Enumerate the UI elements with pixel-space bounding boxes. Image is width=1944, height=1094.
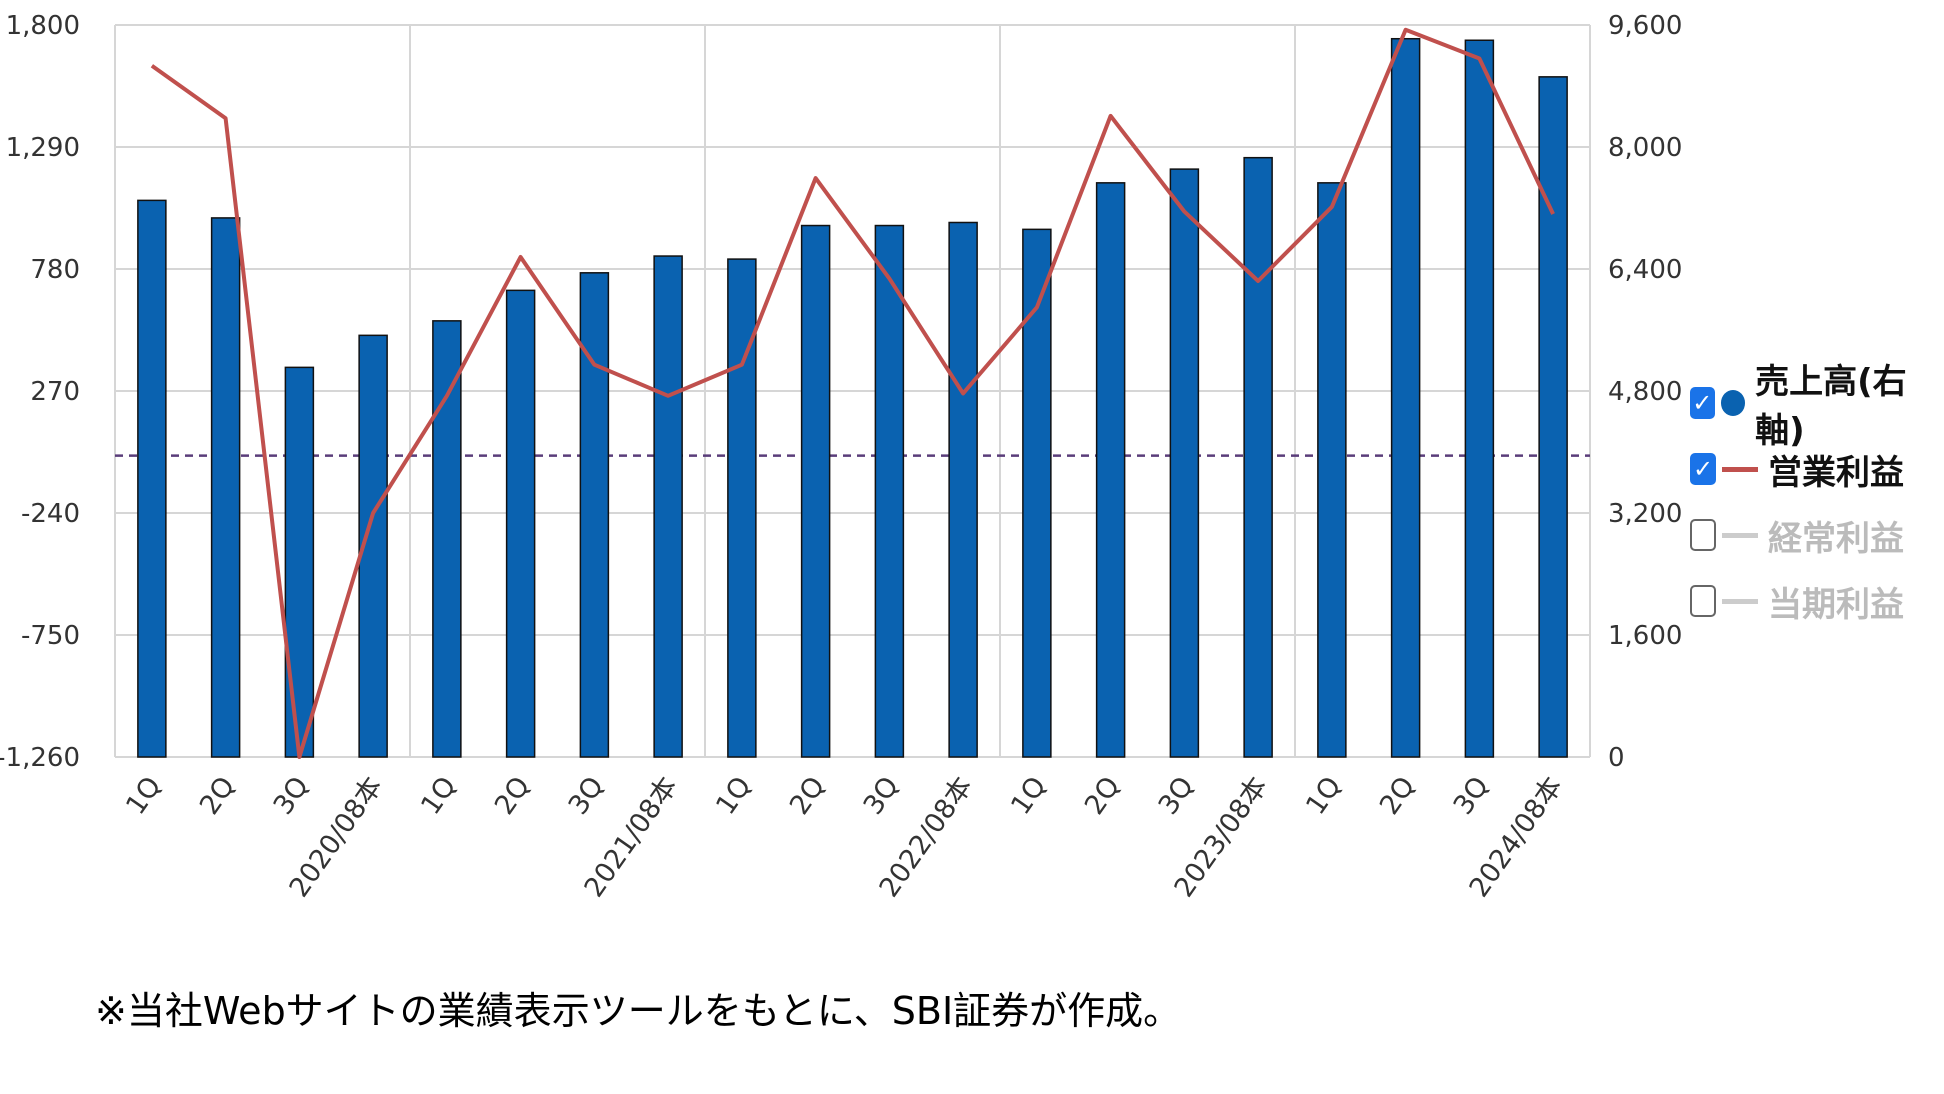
dot-marker-icon <box>1720 390 1746 416</box>
line-marker-icon <box>1722 466 1758 472</box>
legend-item-net-profit[interactable]: 当期利益 <box>1690 568 1944 634</box>
left-axis-ticks: 1,800 1,290 780 270 -240 -750 -1,260 <box>0 11 80 773</box>
x-tick-label: 3Q <box>1448 771 1495 820</box>
sales-checkbox[interactable] <box>1690 387 1715 419</box>
x-tick-label: 1Q <box>120 771 167 820</box>
right-tick-label: 9,600 <box>1608 11 1682 41</box>
bar <box>1095 182 1126 758</box>
line-group <box>150 27 1555 759</box>
legend-label-net-profit: 当期利益 <box>1768 584 1904 625</box>
bar <box>1390 37 1421 758</box>
x-tick-label: 3Q <box>858 771 905 820</box>
left-tick-label: 1,800 <box>6 11 80 41</box>
x-tick-label: 2Q <box>1079 771 1126 820</box>
right-tick-label: 3,200 <box>1608 499 1682 529</box>
legend-label-ordinary-profit: 経常利益 <box>1768 518 1904 559</box>
right-axis-ticks: 9,600 8,000 6,400 4,800 3,200 1,600 0 <box>1608 11 1682 773</box>
chart-svg: 1,800 1,290 780 270 -240 -750 -1,260 9,600 8,00… <box>0 11 1682 903</box>
ordinary-profit-checkbox[interactable] <box>1690 519 1716 551</box>
bar <box>874 224 905 758</box>
left-tick-label: -750 <box>21 621 80 651</box>
x-tick-label: 3Q <box>268 771 315 820</box>
x-tick-label: 2Q <box>489 771 536 820</box>
line-marker-icon <box>1722 598 1758 604</box>
x-tick-label: 3Q <box>563 771 610 820</box>
bar <box>800 224 831 758</box>
operating-profit-checkbox[interactable] <box>1690 453 1716 485</box>
net-profit-checkbox[interactable] <box>1690 585 1716 617</box>
line-marker-icon <box>1722 532 1758 538</box>
x-tick-label: 1Q <box>1300 771 1347 820</box>
bar <box>1464 39 1495 758</box>
bar <box>1317 182 1347 758</box>
x-tick-label: 2Q <box>194 771 241 820</box>
legend-item-ordinary-profit[interactable]: 経常利益 <box>1690 502 1944 568</box>
right-tick-label: 8,000 <box>1608 133 1682 163</box>
left-tick-label: -1,260 <box>0 743 80 773</box>
right-tick-label: 0 <box>1608 743 1625 773</box>
bar <box>653 255 683 758</box>
x-tick-label: 2Q <box>1374 771 1421 820</box>
legend: 売上高(右軸) 営業利益 経常利益 当期利益 <box>1690 362 1944 634</box>
left-tick-label: 270 <box>30 377 80 407</box>
bar <box>1538 76 1568 758</box>
right-tick-label: 1,600 <box>1608 621 1682 651</box>
x-tick-label: 3Q <box>1153 771 1200 820</box>
bar <box>505 289 536 758</box>
bar <box>948 221 978 758</box>
bar <box>727 258 757 758</box>
legend-item-operating-profit[interactable]: 営業利益 <box>1690 436 1944 502</box>
right-tick-label: 4,800 <box>1608 377 1682 407</box>
operating-profit-line <box>150 27 1555 759</box>
legend-label-sales: 売上高(右軸) <box>1755 362 1907 451</box>
bar <box>137 199 167 758</box>
legend-item-sales[interactable]: 売上高(右軸) <box>1690 362 1944 451</box>
grid <box>114 24 1591 758</box>
bar <box>210 217 241 758</box>
x-tick-label: 1Q <box>415 771 462 820</box>
bar <box>432 320 462 758</box>
bar <box>579 272 610 758</box>
left-tick-label: 780 <box>30 255 80 285</box>
footnote: ※当社Webサイトの業績表示ツールをもとに、SBI証券が作成。 <box>95 989 1182 1033</box>
left-tick-label: -240 <box>21 499 80 529</box>
legend-label-operating-profit: 営業利益 <box>1768 452 1904 493</box>
x-tick-label: 1Q <box>710 771 757 820</box>
x-tick-label: 2Q <box>784 771 831 820</box>
bar <box>284 366 315 758</box>
left-tick-label: 1,290 <box>6 133 80 163</box>
x-tick-label: 1Q <box>1005 771 1052 820</box>
right-tick-label: 6,400 <box>1608 255 1682 285</box>
bar <box>1169 168 1200 758</box>
bar <box>1243 156 1273 758</box>
